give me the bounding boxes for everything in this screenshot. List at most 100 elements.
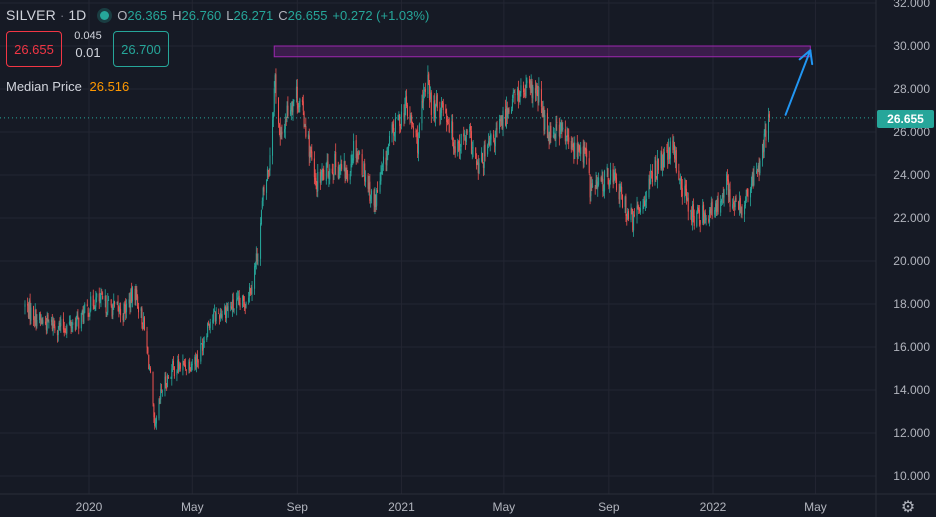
candle-body: [651, 171, 653, 182]
candle: [96, 292, 98, 303]
candle-body: [580, 147, 582, 154]
candle-body: [290, 107, 292, 111]
candle-body: [35, 310, 37, 326]
candle: [729, 181, 731, 213]
candle-body: [245, 302, 247, 308]
candle-body: [561, 123, 563, 131]
symbol-name[interactable]: SILVER: [6, 7, 56, 23]
buy-button[interactable]: 26.700: [113, 31, 169, 67]
candle: [733, 200, 735, 216]
candle-body: [668, 147, 670, 159]
candle: [532, 84, 534, 108]
candle-body: [215, 313, 217, 322]
candle-body: [304, 124, 306, 127]
candle-body: [546, 113, 548, 138]
candle: [364, 158, 366, 186]
candle: [582, 139, 584, 169]
settings-gear-icon[interactable]: ⚙: [900, 499, 916, 516]
y-tick-label: 18.000: [893, 297, 930, 311]
indicator-legend[interactable]: Median Price 26.516: [6, 79, 129, 94]
candle: [236, 292, 238, 316]
candle-body: [721, 195, 723, 199]
candle: [394, 112, 396, 142]
candle: [114, 300, 116, 308]
x-tick-label: Sep: [287, 500, 309, 514]
candle-body: [102, 295, 104, 300]
candle-body: [466, 130, 468, 134]
candle: [238, 290, 240, 306]
candle-body: [751, 174, 753, 185]
candle-body: [75, 320, 77, 330]
candle-body: [164, 376, 166, 392]
candle: [442, 98, 444, 117]
x-tick-label: 2021: [388, 500, 415, 514]
candle-body: [291, 105, 293, 112]
candle-body: [609, 180, 611, 188]
candle-body: [255, 253, 257, 263]
candle-body: [613, 172, 615, 183]
candle: [412, 121, 414, 128]
candle-body: [130, 289, 132, 308]
candle-body: [620, 186, 622, 189]
candle-body: [27, 303, 29, 318]
candle: [278, 122, 280, 136]
candle-body: [219, 312, 221, 318]
candle: [53, 318, 55, 329]
candle: [368, 175, 370, 196]
sell-button[interactable]: 26.655: [6, 31, 62, 67]
candle: [190, 367, 192, 372]
candle: [308, 128, 310, 166]
candle: [470, 126, 472, 155]
candle-body: [752, 172, 754, 186]
candle-body: [369, 181, 371, 201]
candle: [750, 176, 752, 193]
candle-body: [727, 179, 729, 196]
candle: [314, 169, 316, 186]
candle-body: [538, 87, 540, 103]
candle-body: [511, 109, 513, 113]
x-tick-label: 2022: [700, 500, 727, 514]
candle: [329, 164, 331, 185]
candle: [72, 319, 74, 333]
market-status-icon: [100, 10, 110, 20]
candle-body: [703, 212, 705, 224]
candle-body: [197, 361, 199, 363]
candle-body: [178, 364, 180, 370]
candle: [317, 164, 319, 198]
candle-body: [263, 187, 265, 192]
candle-body: [39, 313, 41, 320]
candle: [637, 201, 639, 210]
candle: [352, 154, 354, 166]
candle-body: [99, 299, 101, 301]
candle-body: [346, 167, 348, 176]
candle: [604, 169, 606, 199]
candle-body: [487, 141, 489, 145]
interval-label[interactable]: 1D: [68, 7, 87, 23]
candle: [140, 306, 142, 318]
candle: [143, 312, 145, 330]
candle-body: [398, 115, 400, 119]
candle: [394, 132, 396, 141]
candle: [594, 184, 596, 195]
candle: [167, 374, 169, 379]
candle: [668, 138, 670, 164]
candle-body: [77, 315, 79, 317]
candle-body: [375, 194, 377, 208]
candle: [126, 299, 128, 319]
low-label: L: [226, 7, 234, 23]
candle: [447, 118, 449, 125]
candle: [644, 195, 646, 207]
candle-body: [415, 131, 417, 133]
candle-body: [678, 170, 680, 180]
candle: [595, 171, 597, 190]
candle: [254, 262, 256, 295]
candle-body: [747, 189, 749, 197]
candle: [415, 128, 417, 138]
candle-body: [78, 317, 80, 329]
candle: [309, 145, 311, 163]
candle: [321, 163, 323, 181]
candle: [768, 111, 770, 122]
candle: [489, 130, 491, 152]
x-tick-label: May: [181, 500, 204, 514]
